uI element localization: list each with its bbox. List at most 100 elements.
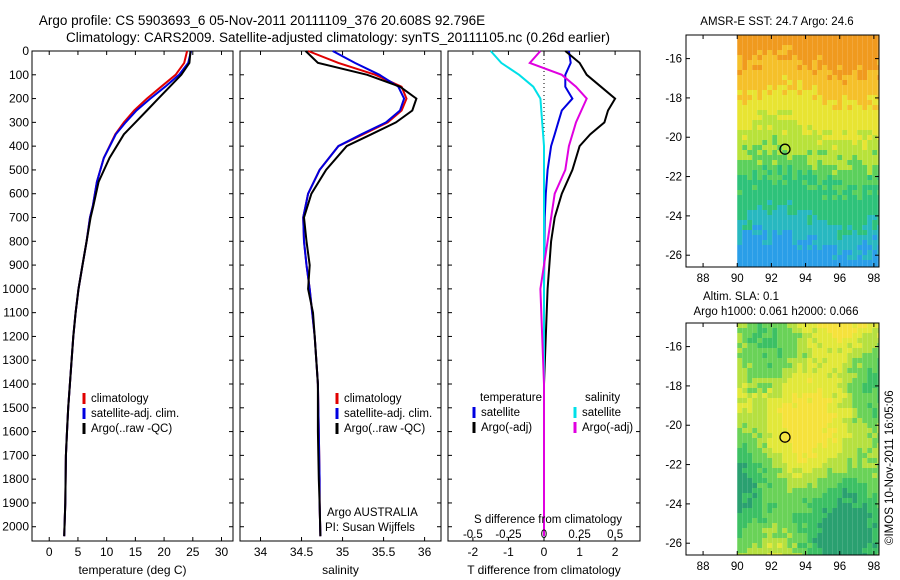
sst-map-cell [837, 105, 843, 110]
sst-map-cell [787, 240, 793, 245]
sst-map-cell [752, 260, 758, 265]
sst-map-cell [767, 190, 773, 195]
sla-map-cell [777, 418, 783, 423]
sla-map-cell [807, 358, 813, 363]
sla-map-cell [822, 538, 828, 543]
x-tick-label: 34 [254, 545, 268, 559]
sst-map-cell [842, 80, 848, 85]
sla-map-cell [872, 468, 878, 473]
sla-map-cell [847, 413, 853, 418]
sst-map-cell [737, 250, 743, 255]
sla-map-cell [737, 338, 743, 343]
sst-map-cell [872, 75, 878, 80]
sla-map-cell [737, 328, 743, 333]
sst-map-cell [872, 115, 878, 120]
sst-map-cell [772, 200, 778, 205]
sla-map-cell [822, 323, 828, 328]
sla-map-cell [832, 548, 838, 553]
sla-map-cell [877, 473, 879, 478]
lat-tick-label: -22 [665, 460, 682, 472]
sst-map-cell [737, 45, 743, 50]
sst-map-cell [747, 215, 753, 220]
sla-map-cell [767, 333, 773, 338]
sst-map-cell [847, 60, 853, 65]
depth-tick-label: 1700 [2, 448, 29, 462]
sst-map-cell [752, 45, 758, 50]
sla-map-cell [832, 323, 838, 328]
sst-map-cell [817, 240, 823, 245]
sla-map-cell [752, 508, 758, 513]
sla-map-cell [817, 553, 823, 555]
sla-map-cell [772, 548, 778, 553]
sla-map-cell [757, 543, 763, 548]
sla-map-cell [847, 533, 853, 538]
sst-map-cell [807, 135, 813, 140]
sla-map-cell [812, 393, 818, 398]
sla-map-cell [812, 423, 818, 428]
sla-map-cell [772, 413, 778, 418]
sst-map-cell [782, 135, 788, 140]
sla-map-cell [827, 448, 833, 453]
sla-map-cell [867, 458, 873, 463]
sst-map-cell [792, 180, 798, 185]
sla-map-cell [852, 523, 858, 528]
sla-map-cell [862, 423, 868, 428]
sla-map-cell [787, 473, 793, 478]
sla-map-cell [787, 553, 793, 555]
sst-map-cell [797, 50, 803, 55]
sst-map-cell [792, 125, 798, 130]
sst-map-cell [822, 90, 828, 95]
sst-map-cell [782, 125, 788, 130]
sst-map-cell [872, 255, 878, 260]
sla-map-cell [747, 363, 753, 368]
sst-map-cell [747, 75, 753, 80]
sst-map-cell [852, 95, 858, 100]
sla-map-cell [782, 393, 788, 398]
sla-map-cell [777, 503, 783, 508]
sla-map-cell [767, 468, 773, 473]
sla-map-cell [737, 423, 743, 428]
sla-map-cell [862, 353, 868, 358]
sst-map-cell [832, 225, 838, 230]
sst-map-cell [757, 200, 763, 205]
sla-map-cell [752, 328, 758, 333]
sla-map-cell [792, 548, 798, 553]
sla-map-cell [837, 363, 843, 368]
sst-map-cell [877, 60, 879, 65]
sla-map-cell [817, 413, 823, 418]
sst-map-cell [837, 55, 843, 60]
sla-map-cell [842, 413, 848, 418]
sst-map-cell [797, 70, 803, 75]
sla-map-cell [767, 553, 773, 555]
sla-map-cell [847, 518, 853, 523]
sst-map-cell [827, 265, 833, 267]
sla-map-cell [832, 488, 838, 493]
sst-map-cell [752, 135, 758, 140]
sst-map-cell [827, 225, 833, 230]
sla-map-cell [737, 443, 743, 448]
sst-map-cell [802, 55, 808, 60]
sla-map-cell [742, 368, 748, 373]
sla-map-cell [767, 473, 773, 478]
sst-map-cell [812, 205, 818, 210]
sst-map-cell [797, 120, 803, 125]
sst-map-cell [822, 135, 828, 140]
sst-map-cell [832, 145, 838, 150]
sst-map-cell [747, 45, 753, 50]
sla-map-cell [862, 328, 868, 333]
sst-map-cell [792, 240, 798, 245]
sst-map-cell [807, 190, 813, 195]
x-tick-label: 36 [418, 545, 432, 559]
sst-map-cell [747, 125, 753, 130]
sla-map-cell [742, 433, 748, 438]
sst-map-cell [872, 205, 878, 210]
sla-map-cell [832, 443, 838, 448]
sla-map-cell [852, 433, 858, 438]
sst-map-cell [747, 265, 753, 267]
sst-map-cell [822, 265, 828, 267]
sla-map-cell [817, 418, 823, 423]
sst-map-cell [847, 90, 853, 95]
sla-map-cell [737, 548, 743, 553]
sla-map-cell [827, 533, 833, 538]
sst-map-cell [777, 165, 783, 170]
